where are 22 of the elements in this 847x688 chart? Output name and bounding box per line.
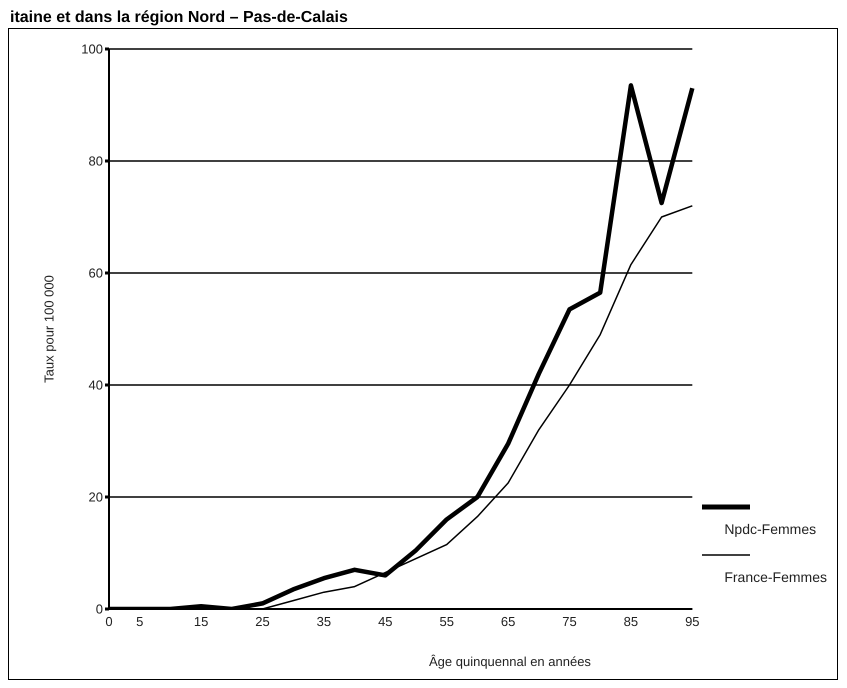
y-tick-label: 60 <box>88 266 103 281</box>
x-tick-label: 65 <box>500 614 516 630</box>
y-tick-label: 0 <box>96 602 103 617</box>
x-tick-label: 5 <box>136 614 144 630</box>
legend-label: Npdc-Femmes <box>724 521 818 537</box>
x-axis-title: Âge quinquennal en années <box>429 654 591 669</box>
x-tick-label: 15 <box>194 614 208 630</box>
legend-label: France-Femmes <box>724 569 827 585</box>
chart-title: itaine et dans la région Nord – Pas-de-Calais <box>9 8 349 28</box>
x-tick-label: 0 <box>105 614 113 630</box>
x-tick-label: 25 <box>255 614 270 630</box>
x-tick-label: 55 <box>439 614 454 630</box>
x-tick-label: 75 <box>562 614 577 630</box>
x-tick-label: 35 <box>316 614 332 630</box>
y-tick-label: 40 <box>88 378 103 393</box>
x-tick-label: 95 <box>685 614 700 630</box>
x-tick-label: 45 <box>378 614 393 630</box>
y-tick-label: 100 <box>81 42 103 57</box>
y-axis-title: Taux pour 100 000 <box>42 275 57 383</box>
y-tick-label: 20 <box>88 490 103 505</box>
x-tick-label: 85 <box>624 614 638 630</box>
y-tick-label: 80 <box>88 154 103 169</box>
